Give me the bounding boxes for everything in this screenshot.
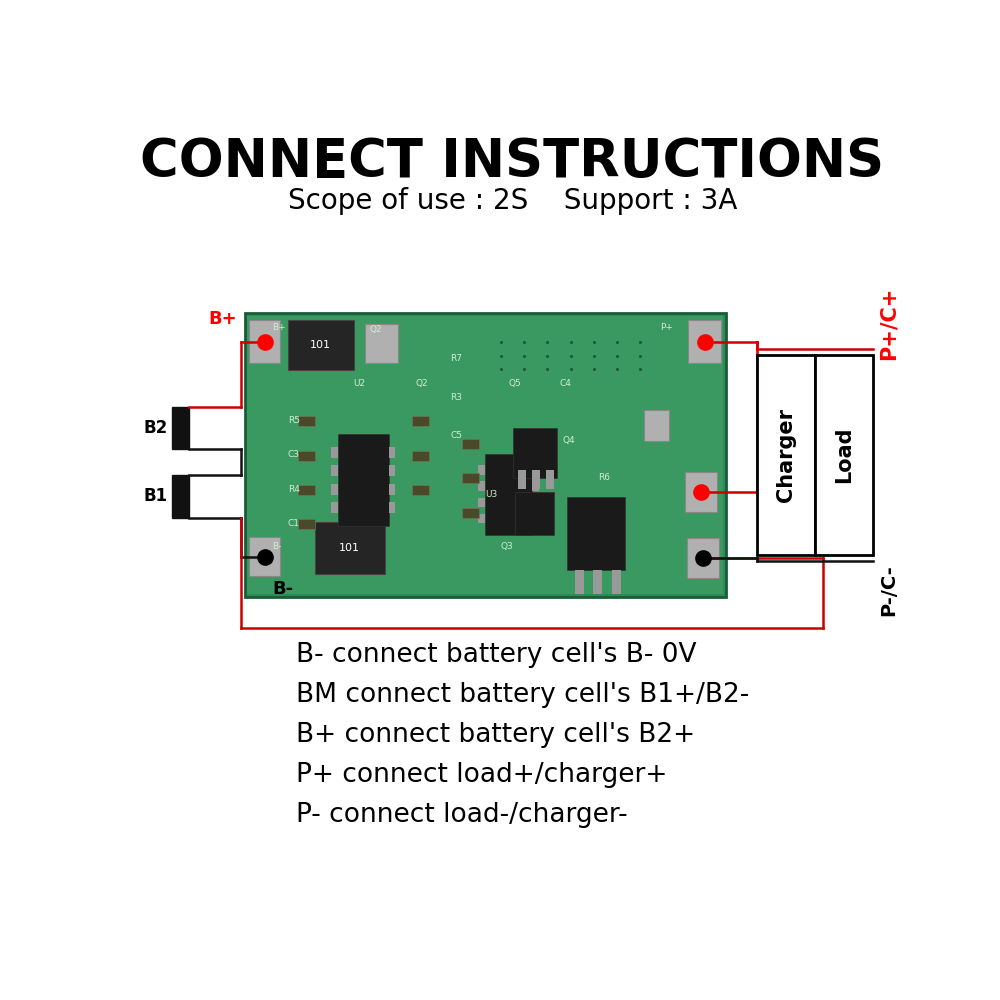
Bar xyxy=(247,316,723,594)
Text: C3: C3 xyxy=(288,450,300,459)
Text: R3: R3 xyxy=(451,393,463,402)
Bar xyxy=(478,498,485,507)
Text: Charger: Charger xyxy=(776,408,796,502)
Bar xyxy=(245,312,726,597)
Bar xyxy=(815,355,873,555)
Bar xyxy=(298,416,315,426)
Bar xyxy=(462,508,479,518)
Text: P+ connect load+/charger+: P+ connect load+/charger+ xyxy=(296,762,667,788)
Bar xyxy=(338,434,388,526)
Text: B- connect battery cell's B- 0V: B- connect battery cell's B- 0V xyxy=(296,642,696,668)
Bar xyxy=(331,484,338,495)
Text: C1: C1 xyxy=(288,519,300,528)
Bar xyxy=(532,514,539,523)
Text: R5: R5 xyxy=(288,416,300,425)
Bar xyxy=(532,470,540,489)
Text: P- connect load-/charger-: P- connect load-/charger- xyxy=(296,802,627,828)
Text: B+ connect battery cell's B2+: B+ connect battery cell's B2+ xyxy=(296,722,695,748)
Bar xyxy=(644,410,669,441)
Text: B+: B+ xyxy=(209,310,237,328)
Bar xyxy=(512,428,557,478)
Bar xyxy=(388,465,395,476)
Text: Q5: Q5 xyxy=(509,379,521,388)
Text: C5: C5 xyxy=(451,431,463,440)
Text: Q4: Q4 xyxy=(563,436,576,445)
Text: P-/C-: P-/C- xyxy=(879,564,898,616)
Bar xyxy=(478,481,485,491)
Text: CONNECT INSTRUCTIONS: CONNECT INSTRUCTIONS xyxy=(140,136,885,188)
Bar xyxy=(331,502,338,513)
Bar xyxy=(518,470,526,489)
Bar xyxy=(412,416,429,426)
Text: 101: 101 xyxy=(310,340,331,350)
Text: P+/C+: P+/C+ xyxy=(878,287,898,360)
Bar xyxy=(685,472,717,512)
Text: Q3: Q3 xyxy=(501,542,514,551)
Bar xyxy=(532,498,539,507)
Bar xyxy=(288,320,354,370)
Bar xyxy=(515,492,554,535)
Text: R4: R4 xyxy=(288,485,300,494)
Bar xyxy=(532,465,539,475)
Bar xyxy=(567,497,625,570)
Text: U3: U3 xyxy=(485,490,498,499)
Bar xyxy=(757,355,815,555)
Text: B-: B- xyxy=(272,580,293,598)
Text: Q2: Q2 xyxy=(416,379,428,388)
Text: B+: B+ xyxy=(272,323,286,332)
Bar xyxy=(478,465,485,475)
Bar xyxy=(532,481,539,491)
Text: C4: C4 xyxy=(559,379,571,388)
Bar xyxy=(412,485,429,495)
Bar xyxy=(331,465,338,476)
Text: R7: R7 xyxy=(451,354,463,363)
Text: B2: B2 xyxy=(143,419,168,437)
Bar xyxy=(593,570,602,594)
Text: 101: 101 xyxy=(339,543,360,553)
Bar xyxy=(412,451,429,461)
Bar xyxy=(172,407,189,449)
Bar xyxy=(462,439,479,449)
Bar xyxy=(331,447,338,458)
Text: Scope of use : 2S    Support : 3A: Scope of use : 2S Support : 3A xyxy=(288,187,737,215)
Bar xyxy=(172,475,189,518)
Text: R6: R6 xyxy=(598,473,610,482)
Bar xyxy=(612,570,621,594)
Bar xyxy=(688,320,721,363)
Bar xyxy=(546,470,554,489)
Bar xyxy=(249,320,280,363)
Bar xyxy=(574,570,584,594)
Text: U2: U2 xyxy=(354,379,366,388)
Text: BM connect battery cell's B1+/B2-: BM connect battery cell's B1+/B2- xyxy=(296,682,749,708)
Bar xyxy=(365,324,398,363)
Bar xyxy=(298,519,315,529)
Text: B1: B1 xyxy=(144,487,168,505)
Bar xyxy=(388,447,395,458)
Bar xyxy=(298,451,315,461)
Bar xyxy=(249,537,280,576)
Bar xyxy=(388,502,395,513)
Bar xyxy=(388,484,395,495)
Text: P+: P+ xyxy=(660,323,673,332)
Text: Load: Load xyxy=(834,427,854,483)
Bar xyxy=(485,454,532,535)
Bar xyxy=(462,473,479,483)
Bar xyxy=(315,522,385,574)
Bar xyxy=(298,485,315,495)
Text: Q2: Q2 xyxy=(369,325,382,334)
Text: B-: B- xyxy=(272,542,282,551)
Bar xyxy=(687,538,719,578)
Bar xyxy=(478,514,485,523)
